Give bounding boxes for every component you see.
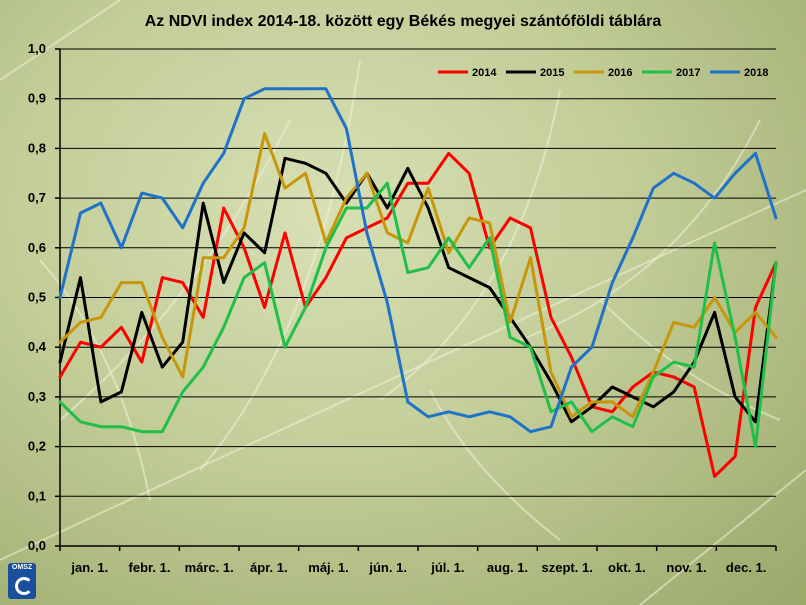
omsz-logo: OMSZ xyxy=(8,563,36,599)
x-tick-label: márc. 1. xyxy=(185,560,234,575)
y-tick-label: 0,4 xyxy=(28,339,47,354)
series-line-2017 xyxy=(58,181,778,449)
x-tick-label: jún. 1. xyxy=(368,560,407,575)
y-tick-label: 0,7 xyxy=(28,190,46,205)
x-tick-label: febr. 1. xyxy=(129,560,171,575)
series-line-2015 xyxy=(58,156,778,424)
legend-label-2015: 2015 xyxy=(540,67,564,79)
y-tick-label: 0,5 xyxy=(28,290,46,305)
series-line-2018 xyxy=(58,87,778,434)
x-tick-label: jan. 1. xyxy=(70,560,108,575)
y-tick-label: 0,6 xyxy=(28,240,46,255)
y-tick-label: 0,3 xyxy=(28,389,46,404)
legend-label-2016: 2016 xyxy=(608,67,632,79)
x-tick-label: júl. 1. xyxy=(430,560,464,575)
y-tick-label: 0,0 xyxy=(28,538,46,553)
x-tick-label: ápr. 1. xyxy=(250,560,288,575)
legend-label-2017: 2017 xyxy=(676,67,700,79)
x-tick-label: okt. 1. xyxy=(608,560,646,575)
x-tick-label: szept. 1. xyxy=(542,560,593,575)
y-tick-label: 0,1 xyxy=(28,488,46,503)
logo-text: OMSZ xyxy=(11,564,33,571)
x-tick-label: aug. 1. xyxy=(487,560,528,575)
y-axis: 0,0 0,1 0,2 0,3 0,4 0,5 0,6 0,7 0,8 0,9 1,0 xyxy=(28,41,61,553)
y-tick-label: 1,0 xyxy=(28,41,46,56)
y-tick-label: 0,9 xyxy=(28,91,46,106)
x-tick-label: nov. 1. xyxy=(666,560,706,575)
legend-label-2018: 2018 xyxy=(744,67,768,79)
series-lines xyxy=(58,87,778,478)
x-axis: jan. 1. febr. 1. márc. 1. ápr. 1. máj. 1. jún… xyxy=(59,545,777,575)
series-line-2016 xyxy=(58,132,778,419)
x-tick-label: dec. 1. xyxy=(726,560,766,575)
series-line-2014 xyxy=(58,151,778,478)
chart-title: Az NDVI index 2014-18. között egy Békés … xyxy=(145,13,662,30)
y-tick-label: 0,2 xyxy=(28,439,46,454)
y-tick-label: 0,8 xyxy=(28,140,46,155)
legend-label-2014: 2014 xyxy=(472,67,497,79)
legend: 2014 2015 2016 2017 2018 xyxy=(438,67,768,79)
swirl-icon xyxy=(15,577,33,595)
grid xyxy=(60,48,776,497)
x-tick-label: máj. 1. xyxy=(308,560,348,575)
